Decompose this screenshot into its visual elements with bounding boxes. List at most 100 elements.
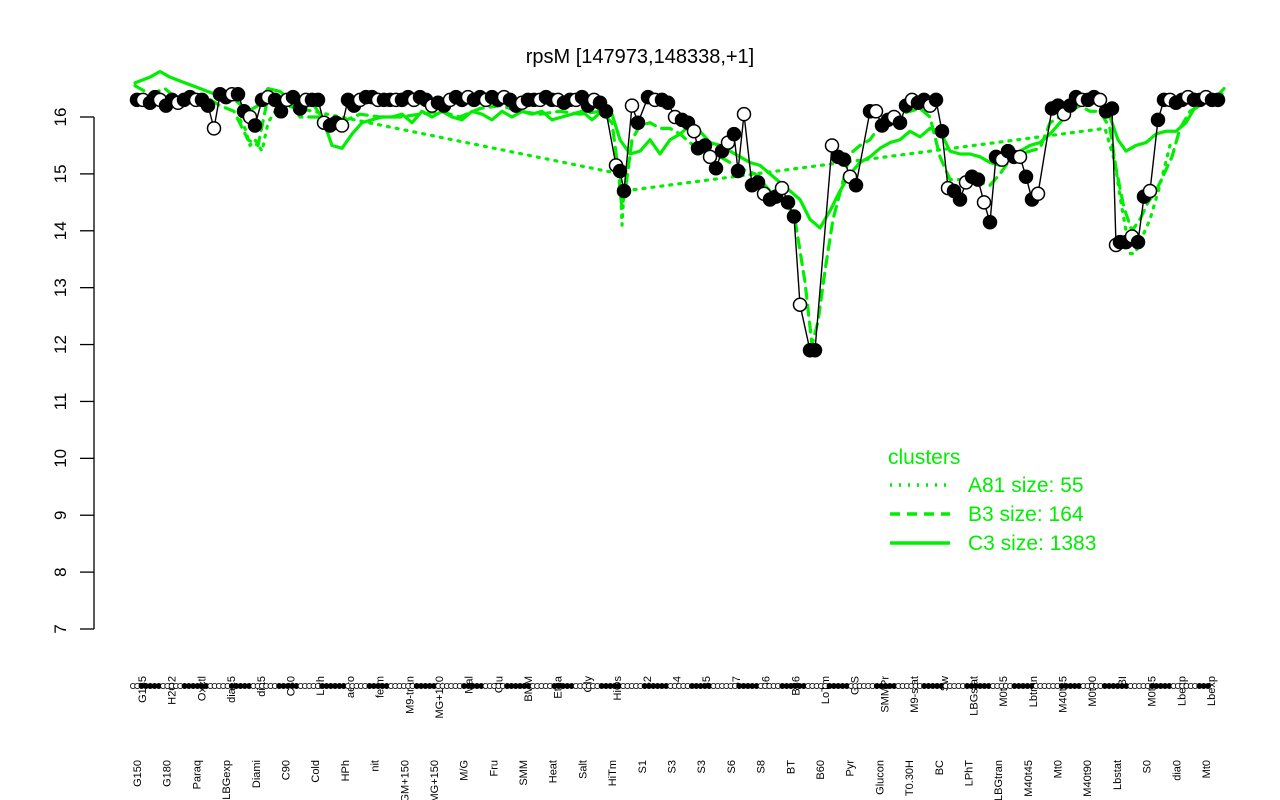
data-point bbox=[976, 195, 992, 210]
x-tick-label: Heat bbox=[548, 760, 560, 783]
x-tick-label: SMM bbox=[518, 760, 530, 786]
x-tick-label: M/G bbox=[459, 760, 471, 781]
x-tick-label: S0 bbox=[1142, 760, 1154, 773]
data-point bbox=[1092, 92, 1108, 108]
x-tick-label: Lbtran bbox=[1028, 676, 1040, 707]
data-point bbox=[624, 98, 640, 113]
x-tick-label: LoTm bbox=[820, 676, 832, 704]
x-tick-label: nit bbox=[370, 760, 382, 772]
data-point bbox=[792, 297, 808, 312]
x-tick-label: Paraq bbox=[191, 760, 203, 789]
data-point bbox=[780, 195, 796, 210]
x-tick-label: S3 bbox=[696, 760, 708, 773]
legend-label: B3 size: 164 bbox=[968, 503, 1084, 526]
data-point bbox=[660, 95, 676, 111]
data-point bbox=[982, 214, 998, 230]
x-tick-label: Lbexp bbox=[1176, 676, 1188, 706]
y-tick-label: 14 bbox=[51, 221, 70, 240]
data-point bbox=[310, 92, 326, 108]
x-tick-label: LPhT bbox=[963, 760, 975, 787]
data-point bbox=[952, 192, 968, 207]
x-tick-label: MG+120 bbox=[434, 676, 446, 719]
data-point bbox=[1150, 112, 1166, 128]
legend-entries: A81 size: 55 B3 size: 164 C3 size: 1383 bbox=[890, 474, 1096, 555]
x-tick-label: dia0 bbox=[1171, 760, 1183, 781]
data-point bbox=[848, 178, 864, 193]
data-point bbox=[686, 123, 702, 139]
x-tick-label: MG+150 bbox=[429, 760, 441, 800]
data-point bbox=[1104, 101, 1120, 116]
data-point bbox=[836, 152, 852, 167]
x-tick-label: Cold bbox=[310, 760, 322, 783]
x-tick-label: S8 bbox=[756, 760, 768, 773]
x-tick-label: HPh bbox=[340, 760, 352, 781]
chart-title: rpsM [147973,148338,+1] bbox=[526, 46, 755, 68]
x-tick-label: BI bbox=[1117, 676, 1129, 686]
x-tick-label: LBGtran bbox=[993, 760, 1005, 800]
x-tick-label: Mt0 bbox=[1053, 760, 1065, 778]
x-tick-label: Fru bbox=[488, 760, 500, 777]
data-point bbox=[206, 121, 222, 136]
x-tick-label: M0t45 bbox=[1147, 676, 1159, 707]
data-point bbox=[934, 123, 950, 139]
data-point bbox=[1210, 92, 1226, 108]
data-point bbox=[285, 89, 301, 105]
x-tick-label: GM+150 bbox=[399, 760, 411, 800]
x-tick-label: M9-tran bbox=[404, 676, 416, 714]
data-point bbox=[730, 163, 746, 179]
data-point bbox=[892, 115, 908, 130]
data-point bbox=[807, 342, 823, 358]
data-point bbox=[247, 118, 263, 133]
data-point bbox=[230, 86, 246, 102]
data-point bbox=[200, 98, 216, 113]
data-point bbox=[630, 115, 646, 130]
x-tick-label: BC bbox=[934, 760, 946, 775]
data-point bbox=[774, 180, 790, 196]
rug-marker bbox=[1205, 683, 1212, 690]
x-tick-label: dia15 bbox=[226, 676, 238, 703]
data-point bbox=[736, 106, 752, 122]
data-point bbox=[1030, 186, 1046, 202]
x-tick-label: G135 bbox=[137, 676, 149, 703]
x-tick-label: Lbexp bbox=[1206, 676, 1218, 706]
x-tick-label: M0t90 bbox=[1087, 676, 1099, 707]
data-point bbox=[616, 183, 632, 199]
data-point bbox=[868, 104, 884, 119]
data-point bbox=[273, 104, 289, 119]
x-tick-label: M40t90 bbox=[1082, 760, 1094, 797]
x-tick-label: Diami bbox=[251, 760, 263, 788]
data-point bbox=[970, 172, 986, 187]
data-point bbox=[928, 92, 944, 108]
x-tick-label: G150 bbox=[132, 760, 144, 787]
y-tick-label: 9 bbox=[51, 510, 70, 519]
x-tick-label: SMMPr bbox=[879, 676, 891, 713]
x-tick-label: LBGstat bbox=[968, 676, 980, 716]
x-tick-label: M40t45 bbox=[1058, 676, 1070, 713]
data-point bbox=[1012, 149, 1028, 165]
x-tick-label: Salt bbox=[577, 760, 589, 779]
legend: clusters A81 size: 55 B3 size: 164 C3 size… bbox=[888, 446, 1096, 555]
data-point bbox=[786, 209, 802, 224]
x-tick-label: C90 bbox=[280, 760, 292, 780]
y-tick-label: 10 bbox=[51, 449, 70, 468]
x-tick-label: S1 bbox=[637, 760, 649, 773]
data-point bbox=[612, 163, 628, 179]
x-tick-label: M0t45 bbox=[998, 676, 1010, 707]
data-point bbox=[726, 126, 742, 142]
data-point bbox=[750, 175, 766, 190]
legend-label: C3 size: 1383 bbox=[968, 532, 1096, 555]
data-point bbox=[334, 118, 350, 133]
y-axis: 7 8 9 10 11 12 13 14 15 16 bbox=[51, 108, 95, 634]
x-tick-label: BT bbox=[785, 760, 797, 774]
x-tick-label: M40t45 bbox=[1023, 760, 1035, 797]
data-point bbox=[1130, 234, 1146, 250]
x-tick-label: HiTm bbox=[607, 760, 619, 786]
x-tick-label: T0.30H bbox=[904, 760, 916, 796]
x-tick-label: B60 bbox=[815, 760, 827, 780]
y-tick-label: 12 bbox=[51, 335, 70, 354]
data-point bbox=[598, 104, 614, 119]
x-tick-label: Mt0 bbox=[1201, 760, 1213, 778]
y-tick-label: 8 bbox=[51, 567, 70, 576]
data-point bbox=[708, 160, 724, 176]
legend-label: A81 size: 55 bbox=[968, 474, 1084, 497]
